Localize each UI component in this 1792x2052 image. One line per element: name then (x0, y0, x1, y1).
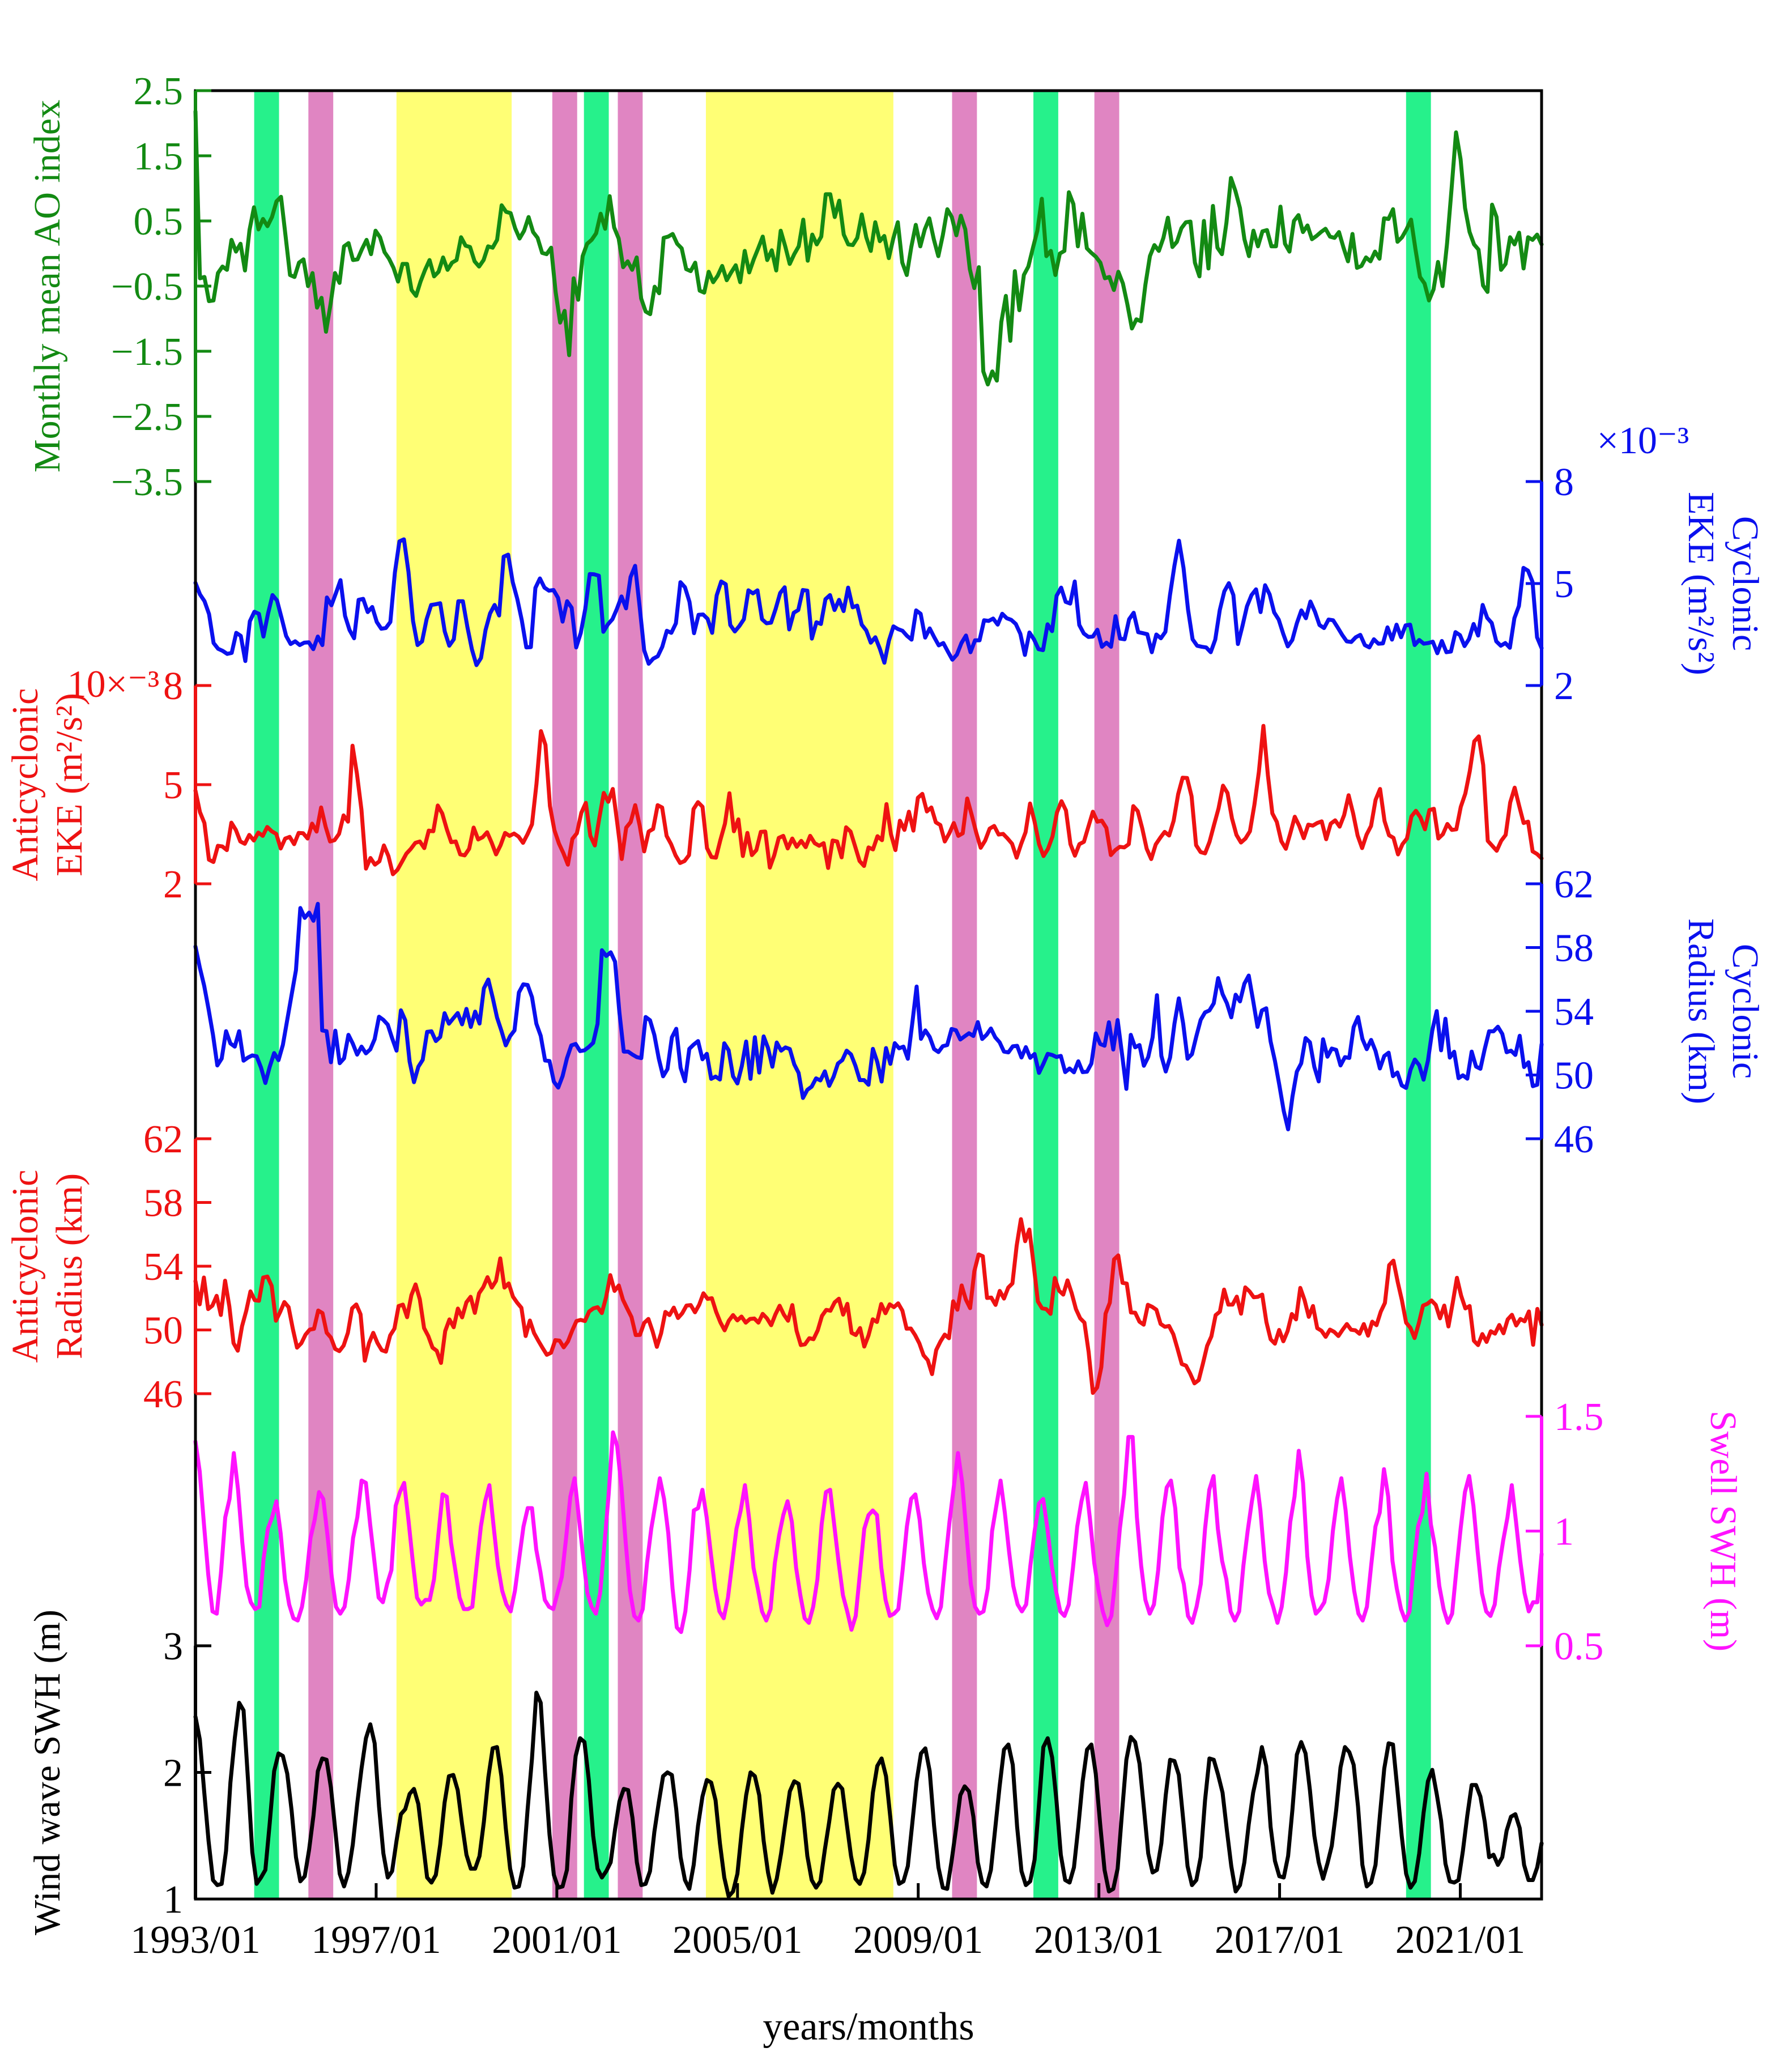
y-axis-title-arad-2: Radius (km) (49, 1173, 90, 1359)
shade-band-pink-2 (552, 91, 577, 1899)
y-tick-label-crad-1: 58 (1554, 927, 1594, 970)
y-tick-label-wind-0: 3 (163, 1625, 183, 1668)
series-line-wind (193, 1691, 1544, 1898)
y-axis-multiplier-ceke: ×10⁻³ (1597, 419, 1689, 462)
y-tick-label-ao-6: −3.5 (111, 461, 183, 504)
axis-labels: 2.5 1.5 0.5 −0.5 −1.5 −2.5 −3.5 Monthly mean AO… (5, 70, 1766, 1962)
y-axis-title-arad-1: Anticyclonic (5, 1170, 46, 1363)
y-axis-title-swell-1: Swell SWH (m) (1702, 1411, 1744, 1651)
y-tick-label-aeke-0: 8 (163, 665, 183, 708)
x-tick-label-2: 2001/01 (492, 1918, 622, 1962)
series-line-aeke (193, 723, 1544, 876)
y-tick-label-arad-1: 58 (143, 1182, 183, 1225)
y-axis-title-ceke-1: Cyclonic (1725, 516, 1766, 651)
y-tick-label-wind-1: 2 (163, 1752, 183, 1795)
y-tick-label-ceke-0: 8 (1554, 461, 1574, 504)
x-tick-label-0: 1993/01 (130, 1918, 260, 1962)
y-tick-label-swell-2: 0.5 (1554, 1625, 1604, 1668)
series-lines (193, 109, 1544, 1898)
y-axis-title-wind-1: Wind wave SWH (m) (27, 1610, 68, 1935)
y-tick-label-arad-4: 46 (143, 1373, 183, 1416)
shading-bands (254, 91, 1431, 1899)
axis-ticks (194, 89, 1543, 1901)
y-tick-label-arad-3: 50 (143, 1309, 183, 1353)
x-tick-label-7: 2021/01 (1395, 1918, 1525, 1962)
x-tick-label-5: 2013/01 (1034, 1918, 1164, 1962)
y-axis-title-ceke-2: EKE (m²/s²) (1680, 492, 1722, 675)
y-tick-label-crad-4: 46 (1554, 1118, 1594, 1161)
y-tick-label-ao-5: −2.5 (111, 395, 183, 439)
y-tick-label-ao-4: −1.5 (111, 330, 183, 374)
shade-band-green-3 (1033, 91, 1058, 1899)
shade-band-pink-3 (618, 91, 643, 1899)
y-tick-label-swell-1: 1 (1554, 1510, 1574, 1554)
y-tick-label-ao-3: −0.5 (111, 265, 183, 309)
y-tick-label-crad-2: 54 (1554, 990, 1594, 1034)
shade-band-pink-5 (1094, 91, 1120, 1899)
y-tick-label-arad-0: 62 (143, 1118, 183, 1161)
y-tick-label-ao-1: 1.5 (134, 135, 184, 178)
y-tick-label-ceke-2: 2 (1554, 665, 1574, 708)
y-tick-label-arad-2: 54 (143, 1245, 183, 1289)
series-line-crad (193, 901, 1544, 1131)
y-tick-label-ceke-1: 5 (1554, 563, 1574, 606)
shade-band-green-1 (254, 91, 279, 1899)
y-tick-label-ao-0: 2.5 (134, 70, 184, 113)
shade-band-yellow-1 (396, 91, 512, 1899)
x-tick-label-3: 2005/01 (672, 1918, 802, 1962)
x-tick-label-1: 1997/01 (311, 1918, 441, 1962)
y-axis-multiplier-aeke: 10×⁻³ (67, 662, 160, 705)
series-line-ao (193, 109, 1544, 387)
y-axis-title-ao-1: Monthly mean AO index (27, 100, 68, 472)
y-tick-label-swell-0: 1.5 (1554, 1395, 1604, 1439)
y-axis-title-crad-1: Cyclonic (1725, 944, 1766, 1079)
y-axis-title-aeke-2: EKE (m²/s²) (49, 693, 90, 876)
x-tick-label-4: 2009/01 (853, 1918, 983, 1962)
series-line-swell (193, 1430, 1544, 1634)
series-line-ceke (193, 537, 1544, 667)
shade-band-green-2 (584, 91, 609, 1899)
y-axis-title-aeke-1: Anticyclonic (5, 688, 46, 882)
y-tick-label-crad-3: 50 (1554, 1054, 1594, 1098)
y-tick-label-ao-2: 0.5 (134, 200, 184, 244)
shade-band-green-4 (1406, 91, 1431, 1899)
y-tick-label-crad-0: 62 (1554, 863, 1594, 906)
y-tick-label-aeke-1: 5 (163, 764, 183, 807)
shade-band-pink-4 (952, 91, 977, 1899)
y-axis-title-crad-2: Radius (km) (1680, 918, 1722, 1104)
shade-band-yellow-2 (705, 91, 893, 1899)
y-tick-label-aeke-2: 2 (163, 863, 183, 906)
x-axis-title: years/months (763, 2005, 974, 2049)
series-line-arad (193, 1217, 1544, 1395)
x-tick-label-6: 2017/01 (1215, 1918, 1344, 1962)
y-tick-label-wind-2: 1 (163, 1878, 183, 1922)
